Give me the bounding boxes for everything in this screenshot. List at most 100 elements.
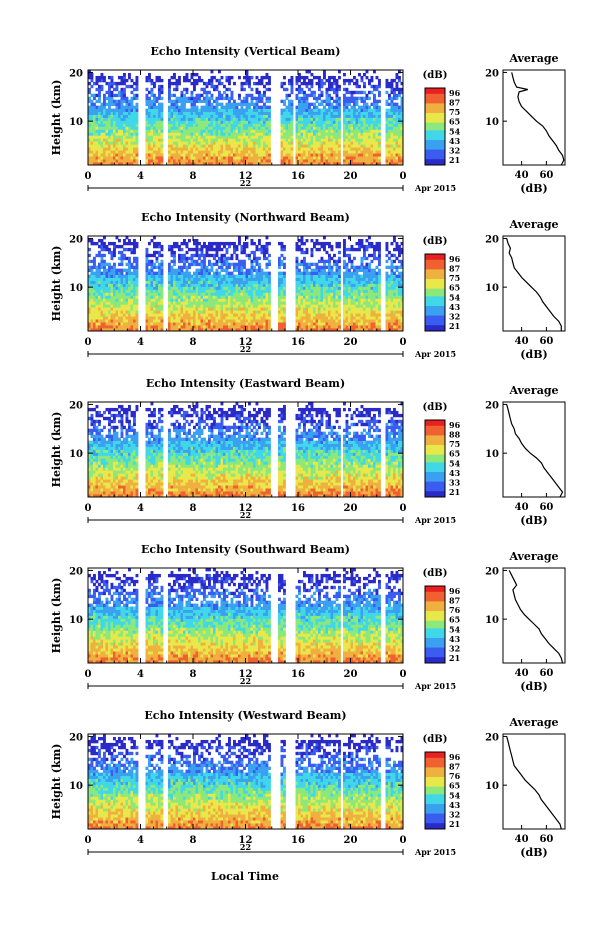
panel-2: Echo Intensity (Northward Beam) 0 4 8 12 16 20… [50,211,566,361]
x-tick-label: 12 [239,337,253,348]
x-tick-label: 12 [239,503,253,514]
x-tick-label: 8 [190,669,197,680]
avg-x-tick-label: 60 [539,668,553,679]
colorbar-tick-label: 54 [449,126,461,136]
average-profile-line [511,72,565,166]
colorbar-unit: (dB) [423,70,448,81]
panel-4: Echo Intensity (Southward Beam) 0 4 8 12 16 20… [50,543,566,693]
heatmap-cells [88,402,404,498]
x-tick-label: 0 [85,835,92,846]
colorbar-tick-label: 65 [449,781,460,791]
x-tick-label: 12 [239,835,253,846]
y-tick-label: 10 [69,283,83,294]
average-frame [502,401,566,498]
x-tick-label: 4 [137,171,144,182]
colorbar-tick-label: 75 [449,107,460,117]
x-tick-label: 8 [190,835,197,846]
avg-x-tick-label: 60 [539,834,553,845]
colorbar-tick-label: 43 [449,468,461,478]
average-title: Average [508,384,558,397]
colorbar-tick-label: 43 [449,302,461,312]
average-title: Average [508,716,558,729]
colorbar-tick-label: 96 [449,420,461,430]
colorbar-tick-label: 21 [449,653,460,663]
day-label: 22 [240,344,251,354]
heatmap-cells [88,568,404,664]
average-x-label: (dB) [520,514,547,527]
x-tick-label: 16 [291,171,305,182]
avg-x-tick-label: 60 [539,336,553,347]
colorbar-tick-label: 32 [449,644,460,654]
average-profile-line [506,404,564,498]
colorbar-frame [424,751,446,830]
colorbar-tick-label: 75 [449,273,460,283]
date-label: Apr 2015 [414,847,456,857]
panel-title: Echo Intensity (Westward Beam) [144,709,346,722]
colorbar-tick-label: 96 [449,586,461,596]
day-label: 22 [240,510,251,520]
panel-5: Echo Intensity (Westward Beam) 0 4 8 12 16 20 0… [50,709,566,859]
avg-x-tick-label: 40 [515,170,529,181]
avg-x-tick-label: 60 [539,170,553,181]
y-axis-label: Height (km) [50,744,63,820]
colorbar-tick-label: 65 [449,615,460,625]
x-tick-label: 0 [85,337,92,348]
x-tick-label: 20 [344,171,358,182]
colorbar-tick-label: 65 [449,449,460,459]
x-tick-label: 20 [344,835,358,846]
colorbar-tick-label: 96 [449,254,461,264]
avg-y-tick-label: 10 [485,283,499,294]
x-tick-label: 8 [190,171,197,182]
avg-y-tick-label: 10 [485,449,499,460]
colorbar-frame [424,419,446,498]
average-x-label: (dB) [520,182,547,195]
colorbar-tick-label: 21 [449,819,460,829]
y-axis-label: Height (km) [50,578,63,654]
average-x-label: (dB) [520,680,547,693]
average-x-label: (dB) [520,846,547,859]
average-title: Average [508,52,558,65]
colorbar-tick-label: 33 [449,478,461,488]
x-tick-label: 0 [85,503,92,514]
x-axis-label: Local Time [211,870,279,883]
colorbar-tick-label: 32 [449,810,460,820]
average-frame [502,235,566,332]
colorbar-tick-label: 54 [449,458,461,468]
average-title: Average [508,218,558,231]
colorbar-tick-label: 87 [449,263,460,273]
panel-1: Echo Intensity (Vertical Beam) 0 4 8 12 16 20 0… [50,45,566,195]
avg-x-tick-label: 40 [515,502,529,513]
x-tick-label: 16 [291,503,305,514]
avg-y-tick-label: 20 [485,566,499,577]
x-tick-label: 4 [137,835,144,846]
avg-y-tick-label: 10 [485,615,499,626]
average-profile-line [506,238,562,331]
x-tick-label: 0 [85,669,92,680]
date-label: Apr 2015 [414,349,456,359]
x-tick-label: 16 [291,669,305,680]
x-tick-label: 0 [400,171,407,182]
average-profile-line [506,736,562,830]
colorbar-tick-label: 54 [449,790,461,800]
x-tick-label: 20 [344,503,358,514]
x-tick-label: 12 [239,171,253,182]
x-tick-label: 8 [190,503,197,514]
date-label: Apr 2015 [414,681,456,691]
colorbar-tick-label: 43 [449,800,461,810]
colorbar-unit: (dB) [423,568,448,579]
y-tick-label: 10 [69,117,83,128]
x-tick-label: 4 [137,669,144,680]
date-label: Apr 2015 [414,515,456,525]
colorbar-tick-label: 87 [449,97,460,107]
panel-3: Echo Intensity (Eastward Beam) 0 4 8 12 16 20 0… [50,377,566,527]
date-label: Apr 2015 [414,183,456,193]
x-tick-label: 8 [190,337,197,348]
avg-x-tick-label: 60 [539,502,553,513]
y-tick-label: 10 [69,449,83,460]
colorbar-tick-label: 43 [449,136,461,146]
panel-title: Echo Intensity (Eastward Beam) [146,377,345,390]
colorbar-frame [424,585,446,664]
avg-x-tick-label: 40 [515,668,529,679]
colorbar-tick-label: 65 [449,117,460,127]
